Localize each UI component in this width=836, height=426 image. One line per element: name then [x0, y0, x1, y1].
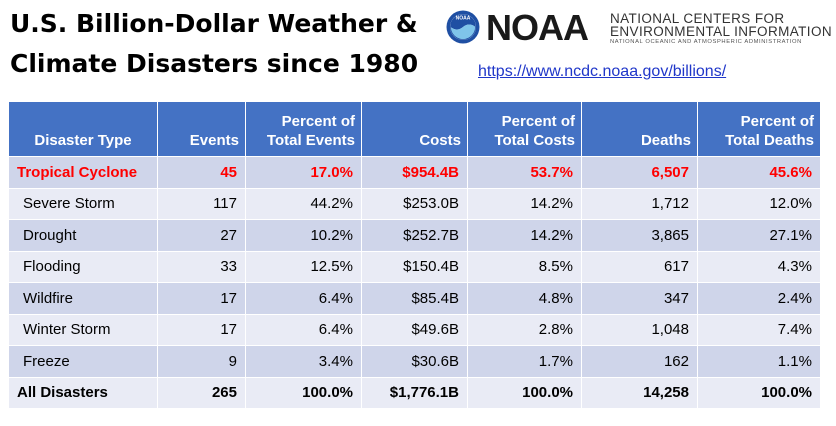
table-row: Wildfire 17 6.4% $85.4B 4.8% 347 2.4%: [8, 282, 821, 315]
cell-percent-events: 44.2%: [245, 187, 362, 220]
cell-percent-deaths: 45.6%: [697, 156, 821, 189]
table-row: Flooding 33 12.5% $150.4B 8.5% 617 4.3%: [8, 250, 821, 283]
cell-deaths: 347: [581, 282, 698, 315]
cell-type: Flooding: [8, 250, 158, 283]
ncei-name: NATIONAL CENTERS FOR ENVIRONMENTAL INFOR…: [610, 11, 833, 46]
cell-type: Severe Storm: [8, 187, 158, 220]
header-percent-deaths: Percent of Total Deaths: [697, 101, 821, 157]
header-percent-deaths-line-2: Total Deaths: [725, 132, 814, 149]
cell-percent-costs: 2.8%: [467, 313, 582, 346]
cell-deaths: 162: [581, 345, 698, 378]
table-row: Freeze 9 3.4% $30.6B 1.7% 162 1.1%: [8, 345, 821, 378]
cell-percent-costs: 53.7%: [467, 156, 582, 189]
cell-events: 45: [157, 156, 246, 189]
cell-percent-deaths: 1.1%: [697, 345, 821, 378]
table-row: Severe Storm 117 44.2% $253.0B 14.2% 1,7…: [8, 187, 821, 220]
cell-percent-costs: 1.7%: [467, 345, 582, 378]
cell-type: Freeze: [8, 345, 158, 378]
cell-type: Winter Storm: [8, 313, 158, 346]
cell-deaths: 3,865: [581, 219, 698, 252]
table-row: Winter Storm 17 6.4% $49.6B 2.8% 1,048 7…: [8, 313, 821, 346]
cell-percent-costs: 100.0%: [467, 376, 582, 409]
cell-events: 265: [157, 376, 246, 409]
cell-events: 17: [157, 313, 246, 346]
billions-link[interactable]: https://www.ncdc.noaa.gov/billions/: [478, 63, 727, 80]
title-line-1: U.S. Billion-Dollar Weather &: [10, 9, 418, 38]
header-deaths: Deaths: [581, 101, 698, 157]
disasters-table: Disaster Type Events Percent of Total Eve…: [8, 101, 821, 409]
cell-percent-events: 17.0%: [245, 156, 362, 189]
cell-deaths: 14,258: [581, 376, 698, 409]
noaa-wordmark: NOAA: [486, 7, 589, 48]
cell-percent-deaths: 100.0%: [697, 376, 821, 409]
cell-deaths: 1,712: [581, 187, 698, 220]
header-percent-costs: Percent of Total Costs: [467, 101, 582, 157]
header-percent-costs-line-1: Percent of: [501, 113, 575, 130]
header-disaster-type: Disaster Type: [8, 101, 158, 157]
cell-events: 17: [157, 282, 246, 315]
ncei-line-1: NATIONAL CENTERS FOR: [610, 11, 785, 26]
cell-percent-deaths: 7.4%: [697, 313, 821, 346]
ncei-line-2: ENVIRONMENTAL INFORMATION: [610, 24, 833, 39]
cell-percent-costs: 4.8%: [467, 282, 582, 315]
cell-deaths: 617: [581, 250, 698, 283]
cell-percent-events: 6.4%: [245, 282, 362, 315]
cell-percent-deaths: 27.1%: [697, 219, 821, 252]
cell-percent-events: 6.4%: [245, 313, 362, 346]
table-total-row: All Disasters 265 100.0% $1,776.1B 100.0…: [8, 376, 821, 409]
cell-costs: $49.6B: [361, 313, 468, 346]
header-percent-events-line-2: Total Events: [266, 132, 355, 149]
title-line-2: Climate Disasters since 1980: [10, 49, 419, 78]
cell-percent-deaths: 4.3%: [697, 250, 821, 283]
emblem-text: NOAA: [456, 16, 471, 22]
table-row: Drought 27 10.2% $252.7B 14.2% 3,865 27.…: [8, 219, 821, 252]
header-percent-deaths-line-1: Percent of: [740, 113, 814, 130]
header-percent-events-line-1: Percent of: [281, 113, 355, 130]
cell-events: 117: [157, 187, 246, 220]
table-row: Tropical Cyclone 45 17.0% $954.4B 53.7% …: [8, 156, 821, 189]
cell-percent-events: 100.0%: [245, 376, 362, 409]
table-header-row: Disaster Type Events Percent of Total Eve…: [8, 101, 821, 157]
cell-percent-costs: 14.2%: [467, 219, 582, 252]
cell-percent-events: 12.5%: [245, 250, 362, 283]
cell-deaths: 6,507: [581, 156, 698, 189]
cell-costs: $85.4B: [361, 282, 468, 315]
cell-type: Drought: [8, 219, 158, 252]
cell-costs: $253.0B: [361, 187, 468, 220]
cell-deaths: 1,048: [581, 313, 698, 346]
cell-costs: $954.4B: [361, 156, 468, 189]
header-events: Events: [157, 101, 246, 157]
cell-type: All Disasters: [8, 376, 158, 409]
cell-percent-deaths: 2.4%: [697, 282, 821, 315]
cell-costs: $252.7B: [361, 219, 468, 252]
header-costs: Costs: [361, 101, 468, 157]
cell-type: Tropical Cyclone: [8, 156, 158, 189]
page-title: U.S. Billion-Dollar Weather & Climate Di…: [10, 4, 430, 84]
noaa-emblem-icon: NOAA: [446, 10, 480, 44]
cell-percent-deaths: 12.0%: [697, 187, 821, 220]
cell-percent-events: 10.2%: [245, 219, 362, 252]
header-percent-events: Percent of Total Events: [245, 101, 362, 157]
cell-costs: $1,776.1B: [361, 376, 468, 409]
cell-events: 9: [157, 345, 246, 378]
cell-costs: $150.4B: [361, 250, 468, 283]
cell-percent-events: 3.4%: [245, 345, 362, 378]
cell-events: 33: [157, 250, 246, 283]
cell-percent-costs: 14.2%: [467, 187, 582, 220]
cell-type: Wildfire: [8, 282, 158, 315]
cell-events: 27: [157, 219, 246, 252]
cell-costs: $30.6B: [361, 345, 468, 378]
header-percent-costs-line-2: Total Costs: [494, 132, 575, 149]
cell-percent-costs: 8.5%: [467, 250, 582, 283]
ncei-line-3: NATIONAL OCEANIC AND ATMOSPHERIC ADMINIS…: [610, 39, 802, 45]
noaa-ncei-logo: NOAA NOAA NATIONAL CENTERS FOR ENVIRONME…: [440, 6, 832, 50]
